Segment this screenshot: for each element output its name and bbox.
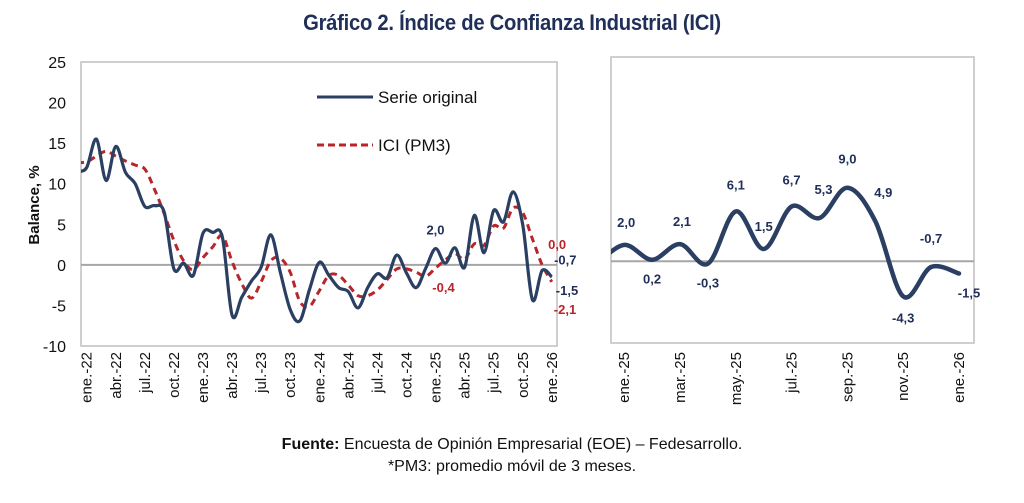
data-label: -1,5 <box>958 286 980 301</box>
left-y-ticks: 25 20 15 10 5 0 -5 -10 <box>43 55 66 356</box>
x-tick-label: jul.-23 <box>253 352 270 394</box>
y-tick-label: 15 <box>48 136 66 153</box>
data-label: 0,0 <box>548 237 566 252</box>
data-label: -4,3 <box>892 310 914 325</box>
data-label: 9,0 <box>838 152 856 167</box>
x-tick-label: nov.-25 <box>895 352 912 401</box>
y-tick-label: 20 <box>48 96 66 113</box>
footer: Fuente: Encuesta de Opinión Empresarial … <box>0 434 1024 478</box>
x-tick-label: oct.-22 <box>166 352 183 398</box>
x-tick-label: abr.-22 <box>108 352 125 399</box>
pm3-note: *PM3: promedio móvil de 3 meses. <box>387 458 637 475</box>
legend-original-label: Serie original <box>378 88 477 107</box>
right-x-ticks: ene.-25 mar.-25 may.-25 jul.-25 sep.-25 nov.-… <box>616 352 968 405</box>
data-label: -0,7 <box>920 231 942 246</box>
source-line: Fuente: Encuesta de Opinión Empresarial … <box>0 434 1024 456</box>
data-label: 6,7 <box>783 173 801 188</box>
y-tick-label: 10 <box>48 177 66 194</box>
data-label: -0,4 <box>432 280 455 295</box>
x-tick-label: jul.-24 <box>369 352 386 394</box>
data-label: -1,5 <box>556 283 578 298</box>
zoom-original-series-line <box>611 185 962 300</box>
x-tick-label: abr.-25 <box>457 352 474 399</box>
legend-pm3-label: ICI (PM3) <box>378 136 451 155</box>
right-data-labels: 2,0 0,2 2,1 -0,3 6,1 1,5 6,7 5,3 9,0 4,9 -4,3 -0,7 -… <box>617 152 980 326</box>
original-series-line <box>81 137 553 324</box>
data-label: 6,1 <box>727 177 745 192</box>
left-panel: 25 20 15 10 5 0 -5 -10 ene.-22 abr.-22 jul.-22 oct… <box>26 55 578 403</box>
data-label: 2,0 <box>426 223 444 238</box>
x-tick-label: abr.-24 <box>340 352 357 399</box>
left-plot-frame <box>80 61 558 347</box>
data-label: 5,3 <box>814 182 832 197</box>
x-tick-label: oct.-25 <box>515 352 532 398</box>
data-label: 0,2 <box>643 272 661 287</box>
right-panel: ene.-25 mar.-25 may.-25 jul.-25 sep.-25 nov.-… <box>610 56 980 405</box>
y-tick-label: -5 <box>52 298 66 315</box>
right-plot-frame <box>610 56 975 344</box>
x-tick-label: jul.-25 <box>486 352 503 394</box>
data-label: -0,7 <box>554 253 576 268</box>
x-tick-label: ene.-23 <box>195 352 212 403</box>
x-tick-label: jul.-25 <box>784 352 801 394</box>
x-tick-label: ene.-22 <box>79 352 96 403</box>
x-tick-label: sep.-25 <box>839 352 856 402</box>
data-label: 2,0 <box>617 215 635 230</box>
data-label: 4,9 <box>874 185 892 200</box>
y-tick-label: 5 <box>57 217 66 234</box>
y-axis-label: Balance, % <box>26 165 43 244</box>
x-tick-label: ene.-25 <box>428 352 445 403</box>
x-tick-label: mar.-25 <box>672 352 689 403</box>
legend: Serie original ICI (PM3) <box>317 88 477 155</box>
y-tick-label: 25 <box>48 55 66 72</box>
data-label: 2,1 <box>673 214 691 229</box>
x-tick-label: ene.-26 <box>951 352 968 403</box>
y-tick-label: 0 <box>57 258 66 275</box>
x-tick-label: ene.-26 <box>544 352 561 403</box>
chart-title: Gráfico 2. Índice de Confianza Industria… <box>303 10 721 35</box>
x-tick-label: oct.-24 <box>399 352 416 398</box>
pm3-line <box>81 149 554 309</box>
x-tick-label: may.-25 <box>728 352 745 405</box>
left-annotations: 2,0 -0,4 0,0-0,7 -1,5 -2,1 <box>426 223 578 317</box>
data-label: -2,1 <box>554 302 576 317</box>
x-tick-label: abr.-23 <box>224 352 241 399</box>
y-tick-label: -10 <box>43 339 66 356</box>
x-tick-label: ene.-24 <box>311 352 328 403</box>
data-label: 1,5 <box>755 219 773 234</box>
source-label: Fuente: <box>281 436 340 453</box>
x-tick-label: ene.-25 <box>616 352 633 403</box>
x-tick-label: jul.-22 <box>137 352 154 394</box>
data-label: -0,3 <box>697 276 719 291</box>
source-text: Encuesta de Opinión Empresarial (EOE) – … <box>339 436 743 453</box>
left-x-ticks: ene.-22 abr.-22 jul.-22 oct.-22 ene.-23 abr.-… <box>79 352 561 403</box>
x-tick-label: oct.-23 <box>282 352 299 398</box>
